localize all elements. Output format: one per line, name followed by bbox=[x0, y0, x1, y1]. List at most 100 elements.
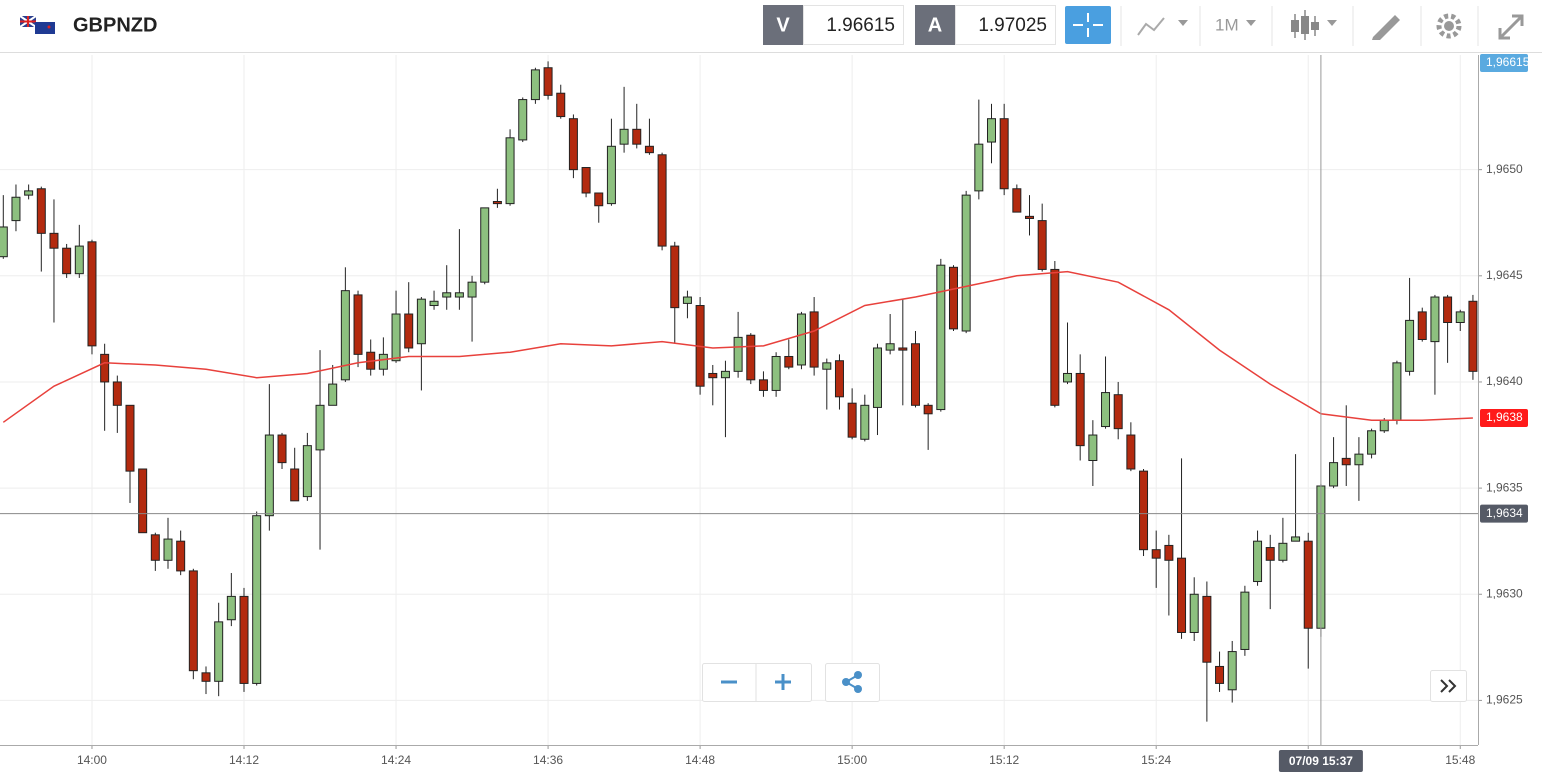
candle-body bbox=[936, 264, 946, 411]
zoom-in[interactable] bbox=[775, 674, 791, 690]
candle-body bbox=[112, 381, 122, 406]
candle-body bbox=[518, 99, 528, 141]
candle-body bbox=[11, 196, 21, 222]
x-tick-label: 14:24 bbox=[381, 753, 411, 767]
candle-body bbox=[1329, 462, 1339, 487]
candle-body bbox=[682, 296, 692, 304]
flag-nz bbox=[35, 22, 55, 34]
candle-body bbox=[1012, 188, 1022, 213]
sell-price-box[interactable] bbox=[803, 5, 904, 45]
candle-body bbox=[898, 347, 908, 351]
candle-body bbox=[961, 194, 971, 332]
candle-body bbox=[429, 300, 439, 307]
candle-icon bbox=[1311, 22, 1319, 30]
candle-body bbox=[176, 540, 186, 572]
candle-body bbox=[657, 154, 667, 247]
candle-body bbox=[885, 343, 895, 351]
candle-body bbox=[1455, 311, 1465, 324]
candle-body bbox=[340, 290, 350, 381]
candle-body bbox=[1151, 549, 1161, 559]
candle-icon[interactable] bbox=[1291, 20, 1299, 32]
y-tick-label: 1,9640 bbox=[1486, 374, 1523, 388]
toolbar: GBPNZD V 1.96615 A 1.97025 1M bbox=[0, 0, 1542, 53]
crosshair-y-label-box bbox=[1480, 504, 1528, 523]
scroll-end-icon bbox=[1440, 679, 1457, 693]
candle-body bbox=[1443, 296, 1453, 324]
candle-body bbox=[315, 404, 325, 451]
x-tick-label: 15:24 bbox=[1141, 753, 1171, 767]
share-dot bbox=[854, 685, 862, 693]
sell-price: 1.96615 bbox=[826, 15, 895, 36]
settings-icon-core bbox=[1444, 21, 1454, 31]
fullscreen-icon[interactable] bbox=[1498, 14, 1524, 40]
candle-body bbox=[568, 118, 578, 171]
candle-body bbox=[1367, 430, 1377, 455]
candle-body bbox=[923, 404, 933, 415]
candle-body bbox=[872, 347, 882, 408]
plot-area: 1,9625 1,9630 1,9635 1,9640 1,9645 1,9650 14:0… bbox=[0, 54, 1530, 772]
candle-body bbox=[1050, 268, 1060, 406]
candle-body bbox=[163, 538, 173, 561]
crosshair-button[interactable] bbox=[1065, 6, 1111, 44]
chart-type-icon[interactable] bbox=[1137, 17, 1165, 36]
timeframe[interactable]: 1M bbox=[1215, 15, 1239, 34]
candle-body bbox=[670, 245, 680, 309]
candle-body bbox=[1265, 547, 1275, 561]
toolbar-separators bbox=[1120, 6, 1479, 46]
candle-body bbox=[1417, 311, 1427, 340]
candle-body bbox=[1202, 595, 1212, 663]
candle-body bbox=[1063, 372, 1073, 383]
candle-body bbox=[1139, 470, 1149, 551]
sell-button[interactable] bbox=[763, 5, 803, 45]
buy-label: A bbox=[928, 14, 942, 36]
candle-body bbox=[974, 143, 984, 192]
y-tick-label: 1,9650 bbox=[1486, 162, 1523, 176]
share-dot bbox=[842, 678, 850, 686]
candle-body bbox=[1037, 220, 1047, 270]
candle-body bbox=[138, 468, 148, 534]
candle-body bbox=[201, 672, 211, 682]
candle-body bbox=[467, 281, 477, 298]
dropdown-arrow bbox=[1246, 20, 1256, 26]
flag-gb-cross-red bbox=[20, 16, 36, 27]
candle-body bbox=[353, 294, 363, 355]
scroll-end-button[interactable] bbox=[1430, 670, 1467, 702]
last-price-label: 1,96615 bbox=[1486, 55, 1530, 69]
candle-body bbox=[391, 313, 401, 362]
candle-body bbox=[948, 266, 958, 330]
x-tick-label: 14:36 bbox=[533, 753, 563, 767]
candle-body bbox=[986, 118, 996, 143]
candle-body bbox=[910, 343, 920, 406]
ma-label: 1,9638 bbox=[1486, 410, 1523, 424]
crosshair-y-label: 1,9634 bbox=[1486, 506, 1523, 520]
y-tick-label: 1,9645 bbox=[1486, 268, 1523, 282]
candle-body bbox=[492, 200, 502, 205]
candle-body bbox=[746, 334, 756, 381]
buy-price-box[interactable] bbox=[955, 5, 1056, 45]
candle-body bbox=[74, 245, 84, 275]
candle-body bbox=[733, 336, 743, 372]
candle-body bbox=[708, 372, 718, 379]
candle-body bbox=[796, 313, 806, 366]
flag-nz-star bbox=[47, 25, 51, 29]
settings-icon[interactable] bbox=[1436, 13, 1462, 39]
dropdown-arrow bbox=[1178, 20, 1188, 26]
candle-body bbox=[226, 595, 236, 621]
y-tick-label: 1,9635 bbox=[1486, 480, 1523, 494]
share-button[interactable] bbox=[825, 663, 880, 702]
draw-icon[interactable] bbox=[1372, 15, 1400, 40]
candle-body bbox=[252, 515, 262, 684]
candle-body bbox=[1354, 453, 1364, 466]
candle-body bbox=[404, 313, 414, 349]
candle-body bbox=[442, 292, 452, 298]
buy-button[interactable] bbox=[915, 5, 955, 45]
candle-body bbox=[1215, 665, 1225, 684]
candle-body bbox=[378, 353, 388, 370]
candle-body bbox=[1164, 544, 1174, 561]
candle-body bbox=[556, 92, 566, 118]
candle-body bbox=[214, 621, 224, 682]
candle-body bbox=[1379, 419, 1389, 432]
x-tick-label: 14:12 bbox=[229, 753, 259, 767]
candle-body bbox=[1278, 542, 1288, 561]
